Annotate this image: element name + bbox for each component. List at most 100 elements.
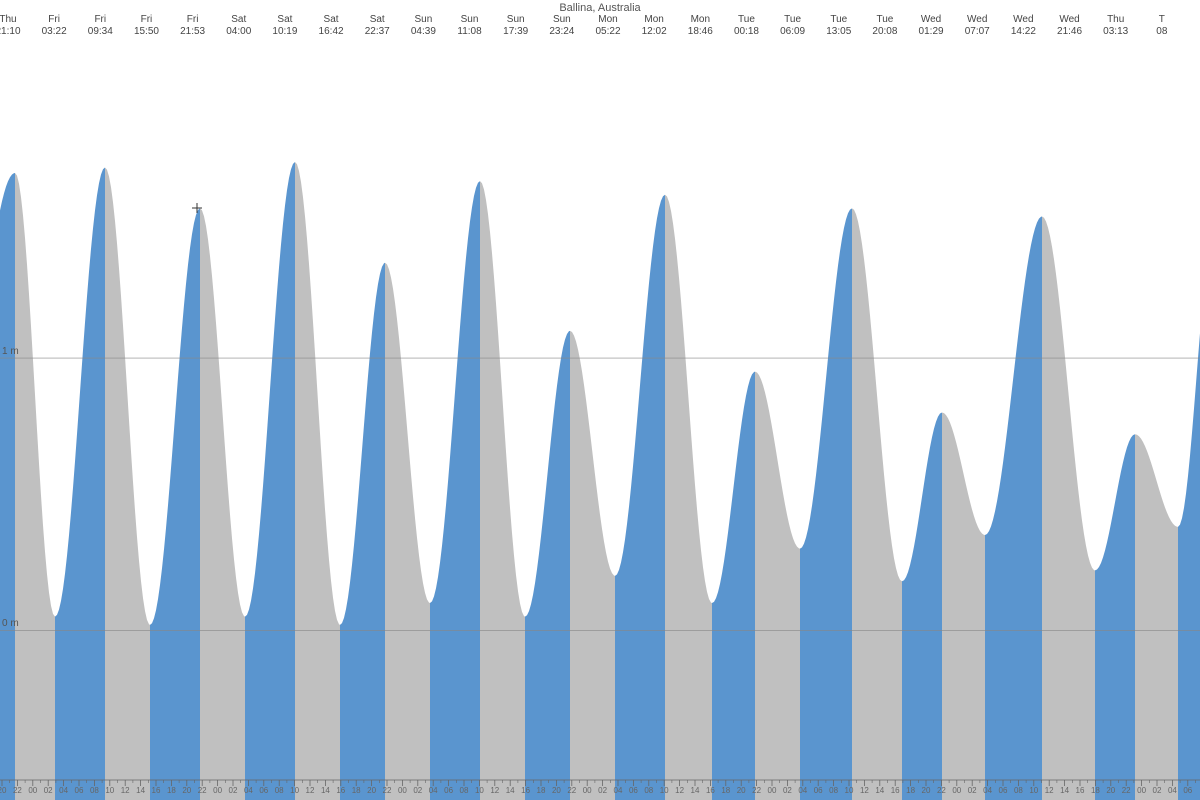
x-axis-hour-label: 22 [383,786,392,795]
x-axis-hour-label: 22 [13,786,22,795]
header-tick-time: 11:08 [447,26,493,38]
x-axis-hour-label: 14 [136,786,145,795]
x-axis-hour-label: 00 [28,786,37,795]
tide-chart: Ballina, Australia 0 m1 mThu21:10Fri03:2… [0,0,1200,800]
header-tick: Fri15:50 [123,14,169,38]
x-axis-hour-label: 10 [660,786,669,795]
header-tick-day: Tue [816,14,862,26]
header-tick-time: 18:46 [677,26,723,38]
header-tick: Wed21:46 [1047,14,1093,38]
tide-falling [570,331,615,800]
x-axis-hour-label: 20 [1106,786,1115,795]
header-tick-time: 21:10 [0,26,31,38]
header-tick-day: Fri [77,14,123,26]
header-tick-day: Sun [447,14,493,26]
header-tick-day: Wed [908,14,954,26]
header-tick: Fri03:22 [31,14,77,38]
x-axis-hour-label: 08 [275,786,284,795]
x-axis-hour-label: 00 [768,786,777,795]
header-tick-time: 12:02 [631,26,677,38]
header-tick: Mon12:02 [631,14,677,38]
x-axis-hour-label: 18 [906,786,915,795]
header-tick-day: Fri [123,14,169,26]
x-axis-hour-label: 04 [614,786,623,795]
tide-rising [55,168,105,800]
header-tick: Tue20:08 [862,14,908,38]
header-tick: Mon18:46 [677,14,723,38]
header-tick-day: Wed [954,14,1000,26]
x-axis-hour-label: 04 [983,786,992,795]
x-axis-hour-label: 08 [644,786,653,795]
x-axis-hour-label: 22 [752,786,761,795]
x-axis-hour-label: 10 [105,786,114,795]
x-axis-hour-label: 00 [1137,786,1146,795]
header-tick-time: 05:22 [585,26,631,38]
x-axis-hour-label: 18 [1091,786,1100,795]
x-axis-hour-label: 16 [152,786,161,795]
header-tick-day: Sat [216,14,262,26]
header-tick-time: 10:19 [262,26,308,38]
tide-falling [15,173,55,800]
header-tick-day: Tue [723,14,769,26]
header-tick-time: 06:09 [770,26,816,38]
header-tick: Mon05:22 [585,14,631,38]
header-tick-time: 21:53 [170,26,216,38]
x-axis-hour-label: 02 [413,786,422,795]
header-tick-day: Tue [770,14,816,26]
x-axis-hour-label: 00 [952,786,961,795]
tide-rising [615,195,665,800]
x-axis-hour-label: 04 [244,786,253,795]
header-tick-time: 17:39 [493,26,539,38]
header-tick-time: 20:08 [862,26,908,38]
x-axis-hour-label: 08 [829,786,838,795]
tide-rising [800,208,852,800]
header-tick-time: 15:50 [123,26,169,38]
header-tick: Thu21:10 [0,14,31,38]
x-axis-hour-label: 12 [675,786,684,795]
tide-rising [340,263,385,800]
header-tick: Tue06:09 [770,14,816,38]
header-tick-time: 16:42 [308,26,354,38]
header-tick-day: Sun [400,14,446,26]
header-tick-day: Sun [493,14,539,26]
header-tick: Sat22:37 [354,14,400,38]
x-axis-hour-label: 14 [1060,786,1069,795]
x-axis-hour-label: 12 [490,786,499,795]
tide-falling [200,208,245,800]
x-axis-hour-label: 14 [691,786,700,795]
x-axis-hour-label: 20 [367,786,376,795]
x-axis-hour-label: 02 [229,786,238,795]
x-axis-hour-label: 02 [44,786,53,795]
x-axis-hour-label: 12 [306,786,315,795]
x-axis-hour-label: 20 [0,786,6,795]
header-tick: Sat10:19 [262,14,308,38]
tide-rising [0,173,15,800]
header-tick-day: Wed [1047,14,1093,26]
header-tick-time: 03:13 [1093,26,1139,38]
x-axis-hour-label: 10 [290,786,299,795]
header-tick: T08 [1139,14,1185,38]
x-axis-hour-label: 16 [891,786,900,795]
x-axis-hour-label: 20 [552,786,561,795]
x-axis-hour-label: 16 [706,786,715,795]
x-axis-hour-label: 10 [845,786,854,795]
chart-svg [0,0,1200,800]
x-axis-hour-label: 06 [1183,786,1192,795]
header-tick-time: 09:34 [77,26,123,38]
tide-rising [525,331,570,800]
tide-falling [665,195,712,800]
y-axis-label: 0 m [2,618,19,629]
tide-rising [430,181,480,800]
header-tick-time: 22:37 [354,26,400,38]
x-axis-hour-label: 18 [537,786,546,795]
header-tick-day: Mon [631,14,677,26]
x-axis-hour-label: 02 [968,786,977,795]
header-tick-time: 04:00 [216,26,262,38]
x-axis-hour-label: 10 [475,786,484,795]
header-tick: Sun23:24 [539,14,585,38]
header-tick: Tue13:05 [816,14,862,38]
x-axis-hour-label: 22 [198,786,207,795]
tide-falling [755,372,800,800]
tide-falling [852,208,902,800]
tide-falling [385,263,430,800]
